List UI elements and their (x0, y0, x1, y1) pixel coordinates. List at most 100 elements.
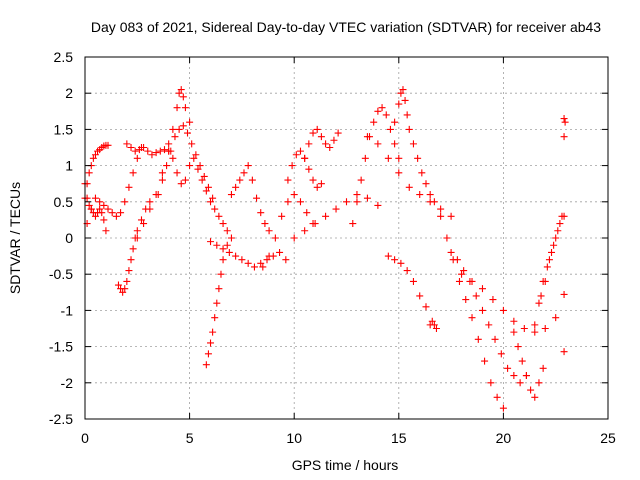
data-point (397, 89, 405, 97)
data-point (276, 248, 284, 256)
data-point (167, 147, 175, 155)
data-point (353, 191, 361, 199)
data-point (175, 125, 183, 133)
data-point (531, 328, 539, 336)
data-point (535, 379, 543, 387)
data-point (422, 303, 430, 311)
y-tick-label: 0.5 (54, 194, 74, 210)
data-point (403, 267, 411, 275)
data-point (282, 256, 290, 264)
data-point (127, 256, 135, 264)
data-point (416, 292, 424, 300)
data-point (227, 191, 235, 199)
data-point (290, 234, 298, 242)
data-point (215, 285, 223, 293)
data-point (401, 96, 409, 104)
data-point (499, 306, 507, 314)
data-point (543, 263, 551, 271)
data-point (85, 201, 93, 209)
data-point (91, 151, 99, 159)
data-point (223, 241, 231, 249)
data-point (363, 194, 371, 202)
data-point (125, 183, 133, 191)
data-point (211, 314, 219, 322)
data-points (81, 86, 569, 412)
data-point (520, 325, 528, 332)
data-point (265, 227, 273, 235)
data-point (384, 154, 392, 162)
data-point (309, 129, 317, 137)
x-tick-label: 20 (496, 430, 512, 446)
data-point (349, 220, 357, 228)
data-point (238, 256, 246, 264)
data-point (284, 198, 292, 206)
y-tick-label: -1 (61, 302, 74, 318)
data-point (357, 176, 365, 184)
data-point (219, 256, 227, 264)
data-point (196, 162, 204, 170)
data-point (478, 306, 486, 314)
data-point (181, 176, 189, 184)
data-point (112, 212, 120, 220)
data-point (127, 144, 135, 151)
data-point (133, 227, 141, 235)
data-point (248, 176, 256, 184)
data-point (462, 296, 470, 304)
data-point (395, 169, 403, 177)
data-point (265, 252, 273, 260)
data-point (104, 205, 112, 213)
data-point (133, 154, 141, 162)
y-tick-label: 2 (65, 85, 73, 101)
data-point (510, 328, 518, 336)
data-point (313, 183, 321, 191)
data-point (560, 348, 568, 356)
data-point (129, 245, 137, 253)
data-point (343, 198, 350, 206)
data-point (541, 277, 549, 285)
y-tick-label: 1.5 (54, 121, 74, 137)
y-tick-label: 0 (65, 230, 73, 246)
data-point (85, 169, 93, 177)
data-point (384, 252, 392, 260)
data-point (409, 140, 417, 148)
data-point (131, 147, 139, 155)
data-point (186, 118, 194, 126)
data-point (175, 89, 183, 97)
data-point (405, 183, 413, 191)
data-point (244, 162, 252, 170)
data-point (253, 194, 261, 202)
data-point (391, 140, 399, 148)
data-point (363, 133, 371, 141)
data-point (278, 212, 286, 220)
data-point (322, 140, 330, 148)
data-point (374, 201, 382, 209)
data-point (129, 169, 137, 177)
data-point (202, 187, 210, 195)
data-point (560, 133, 568, 141)
data-point (374, 107, 382, 115)
data-point (100, 216, 108, 224)
data-point (437, 205, 445, 213)
data-point (361, 154, 369, 162)
data-point (240, 169, 248, 177)
data-point (443, 234, 451, 242)
data-point (497, 350, 505, 358)
data-point (455, 277, 463, 285)
data-point (215, 212, 223, 220)
data-point (518, 357, 526, 365)
data-point (261, 220, 269, 228)
data-point (378, 104, 386, 112)
data-point (158, 169, 166, 177)
data-point (163, 162, 171, 170)
data-point (426, 198, 434, 206)
data-point (370, 118, 378, 126)
data-point (499, 404, 507, 412)
data-point (305, 165, 313, 173)
x-tick-labels: 0 5 10 15 20 25 (81, 430, 616, 446)
data-point (173, 169, 181, 177)
y-tick-labels: -2.5 -2 -1.5 -1 -0.5 0 0.5 1 1.5 2 2.5 (49, 49, 73, 427)
data-point (177, 180, 185, 188)
data-point (144, 147, 152, 155)
data-point (169, 154, 177, 162)
data-point (447, 212, 455, 220)
